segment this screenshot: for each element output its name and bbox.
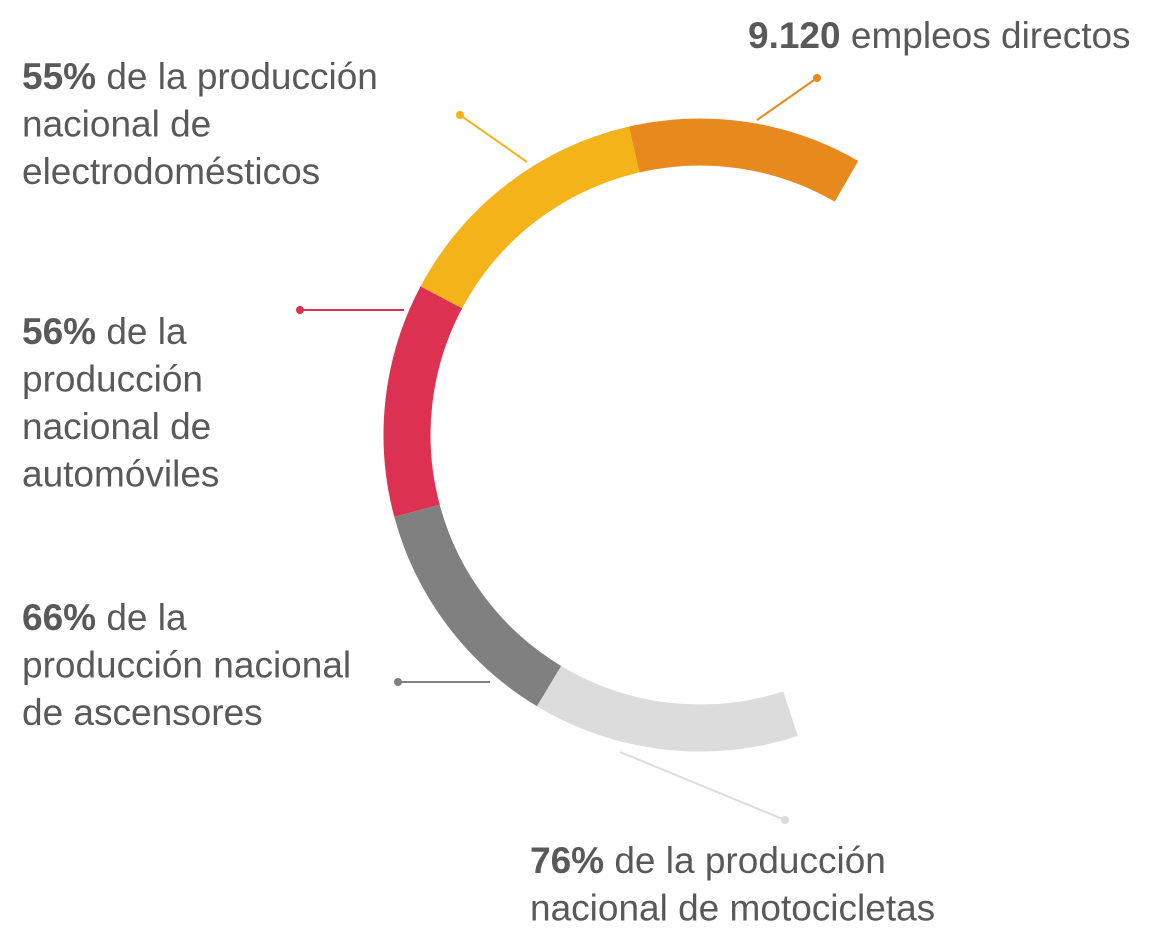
ring-segment (394, 504, 562, 707)
label-line: 76% de la producción (530, 840, 886, 881)
label-text: de la (106, 597, 187, 638)
label-text: de ascensores (22, 692, 263, 733)
label-text: electrodomésticos (22, 151, 320, 192)
label: 76% de la producción nacional de motocicl… (530, 840, 935, 929)
ring-segment (536, 665, 798, 752)
highlight: 56% (22, 311, 96, 352)
label-text: de la producción (106, 56, 378, 97)
label-line: 55% de la producción (22, 56, 378, 97)
highlight: 9.120 (748, 15, 841, 56)
label-text: automóviles (22, 454, 219, 495)
label-text: producción nacional (22, 645, 351, 686)
leader-line (756, 77, 818, 121)
label: 55% de la producción nacional de electrodo… (22, 56, 378, 192)
label-text: empleos directos (851, 15, 1131, 56)
label-line: 56% de la (22, 311, 187, 352)
label-line: 66% de la (22, 597, 187, 638)
label-text: producción (22, 359, 203, 400)
label-line: nacional de motocicletas (530, 888, 935, 929)
label-line: automóviles (22, 454, 219, 495)
label: 66% de la producción nacional de ascensore… (22, 597, 351, 733)
label-line: producción (22, 359, 203, 400)
label-line: electrodomésticos (22, 151, 320, 192)
leaders (296, 74, 821, 824)
ring (383, 118, 859, 752)
label-line: nacional de (22, 104, 211, 145)
ring-segment (420, 126, 640, 309)
label-text: nacional de motocicletas (530, 888, 935, 929)
ring-segment (383, 286, 463, 517)
leader-dot (456, 111, 464, 119)
label-text: de la producción (614, 840, 886, 881)
employment-label: 9.120 empleos directos (748, 15, 1131, 56)
label-line: nacional de (22, 406, 211, 447)
highlight: 55% (22, 56, 96, 97)
highlight: 66% (22, 597, 96, 638)
highlight: 76% (530, 840, 604, 881)
leader-dot (394, 678, 402, 686)
label: 56% de la producción nacional de automóvile… (22, 311, 219, 495)
label-text: de la (106, 311, 187, 352)
leader-dot (296, 306, 304, 314)
leader-dot (781, 816, 789, 824)
label-line: de ascensores (22, 692, 263, 733)
ring-segment (628, 118, 859, 202)
label-line: producción nacional (22, 645, 351, 686)
label-text: nacional de (22, 406, 211, 447)
leader-line (619, 751, 786, 821)
label-text: nacional de (22, 104, 211, 145)
leader-dot (813, 74, 821, 82)
leader-line (459, 114, 528, 163)
